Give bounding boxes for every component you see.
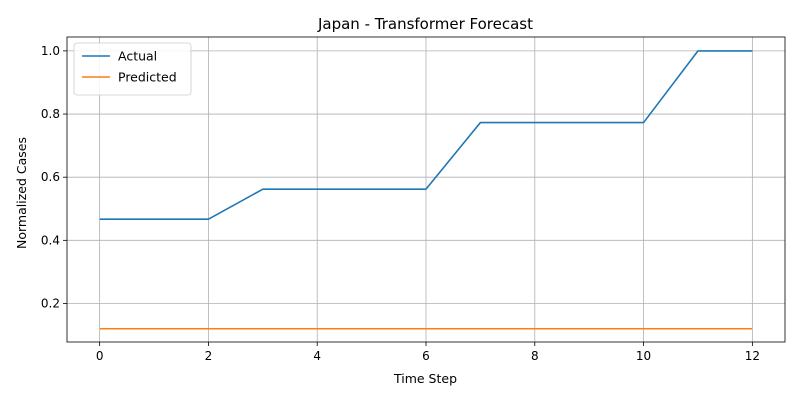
legend: Actual Predicted (73, 42, 192, 96)
y-tick-label: 0.6 (41, 170, 60, 184)
x-tick-label: 10 (636, 349, 651, 363)
x-axis-label: Time Step (393, 371, 457, 386)
y-tick-label: 0.2 (41, 296, 60, 310)
legend-label-actual: Actual (118, 49, 157, 64)
x-axis-ticks: 0 2 4 6 8 10 12 (96, 342, 760, 363)
y-tick-label: 0.8 (41, 107, 60, 121)
x-tick-label: 2 (205, 349, 213, 363)
series-line-actual (99, 50, 753, 220)
legend-label-predicted: Predicted (118, 70, 177, 85)
y-tick-label: 0.4 (41, 233, 60, 247)
x-tick-label: 12 (745, 349, 760, 363)
x-tick-label: 4 (313, 349, 321, 363)
x-tick-label: 6 (422, 349, 430, 363)
y-axis-label: Normalized Cases (14, 137, 29, 249)
series-lines (99, 50, 753, 330)
x-tick-label: 0 (96, 349, 104, 363)
chart-title: Japan - Transformer Forecast (317, 15, 533, 33)
x-tick-label: 8 (531, 349, 539, 363)
y-axis-ticks: 0.2 0.4 0.6 0.8 1.0 (41, 44, 67, 310)
y-tick-label: 1.0 (41, 44, 60, 58)
